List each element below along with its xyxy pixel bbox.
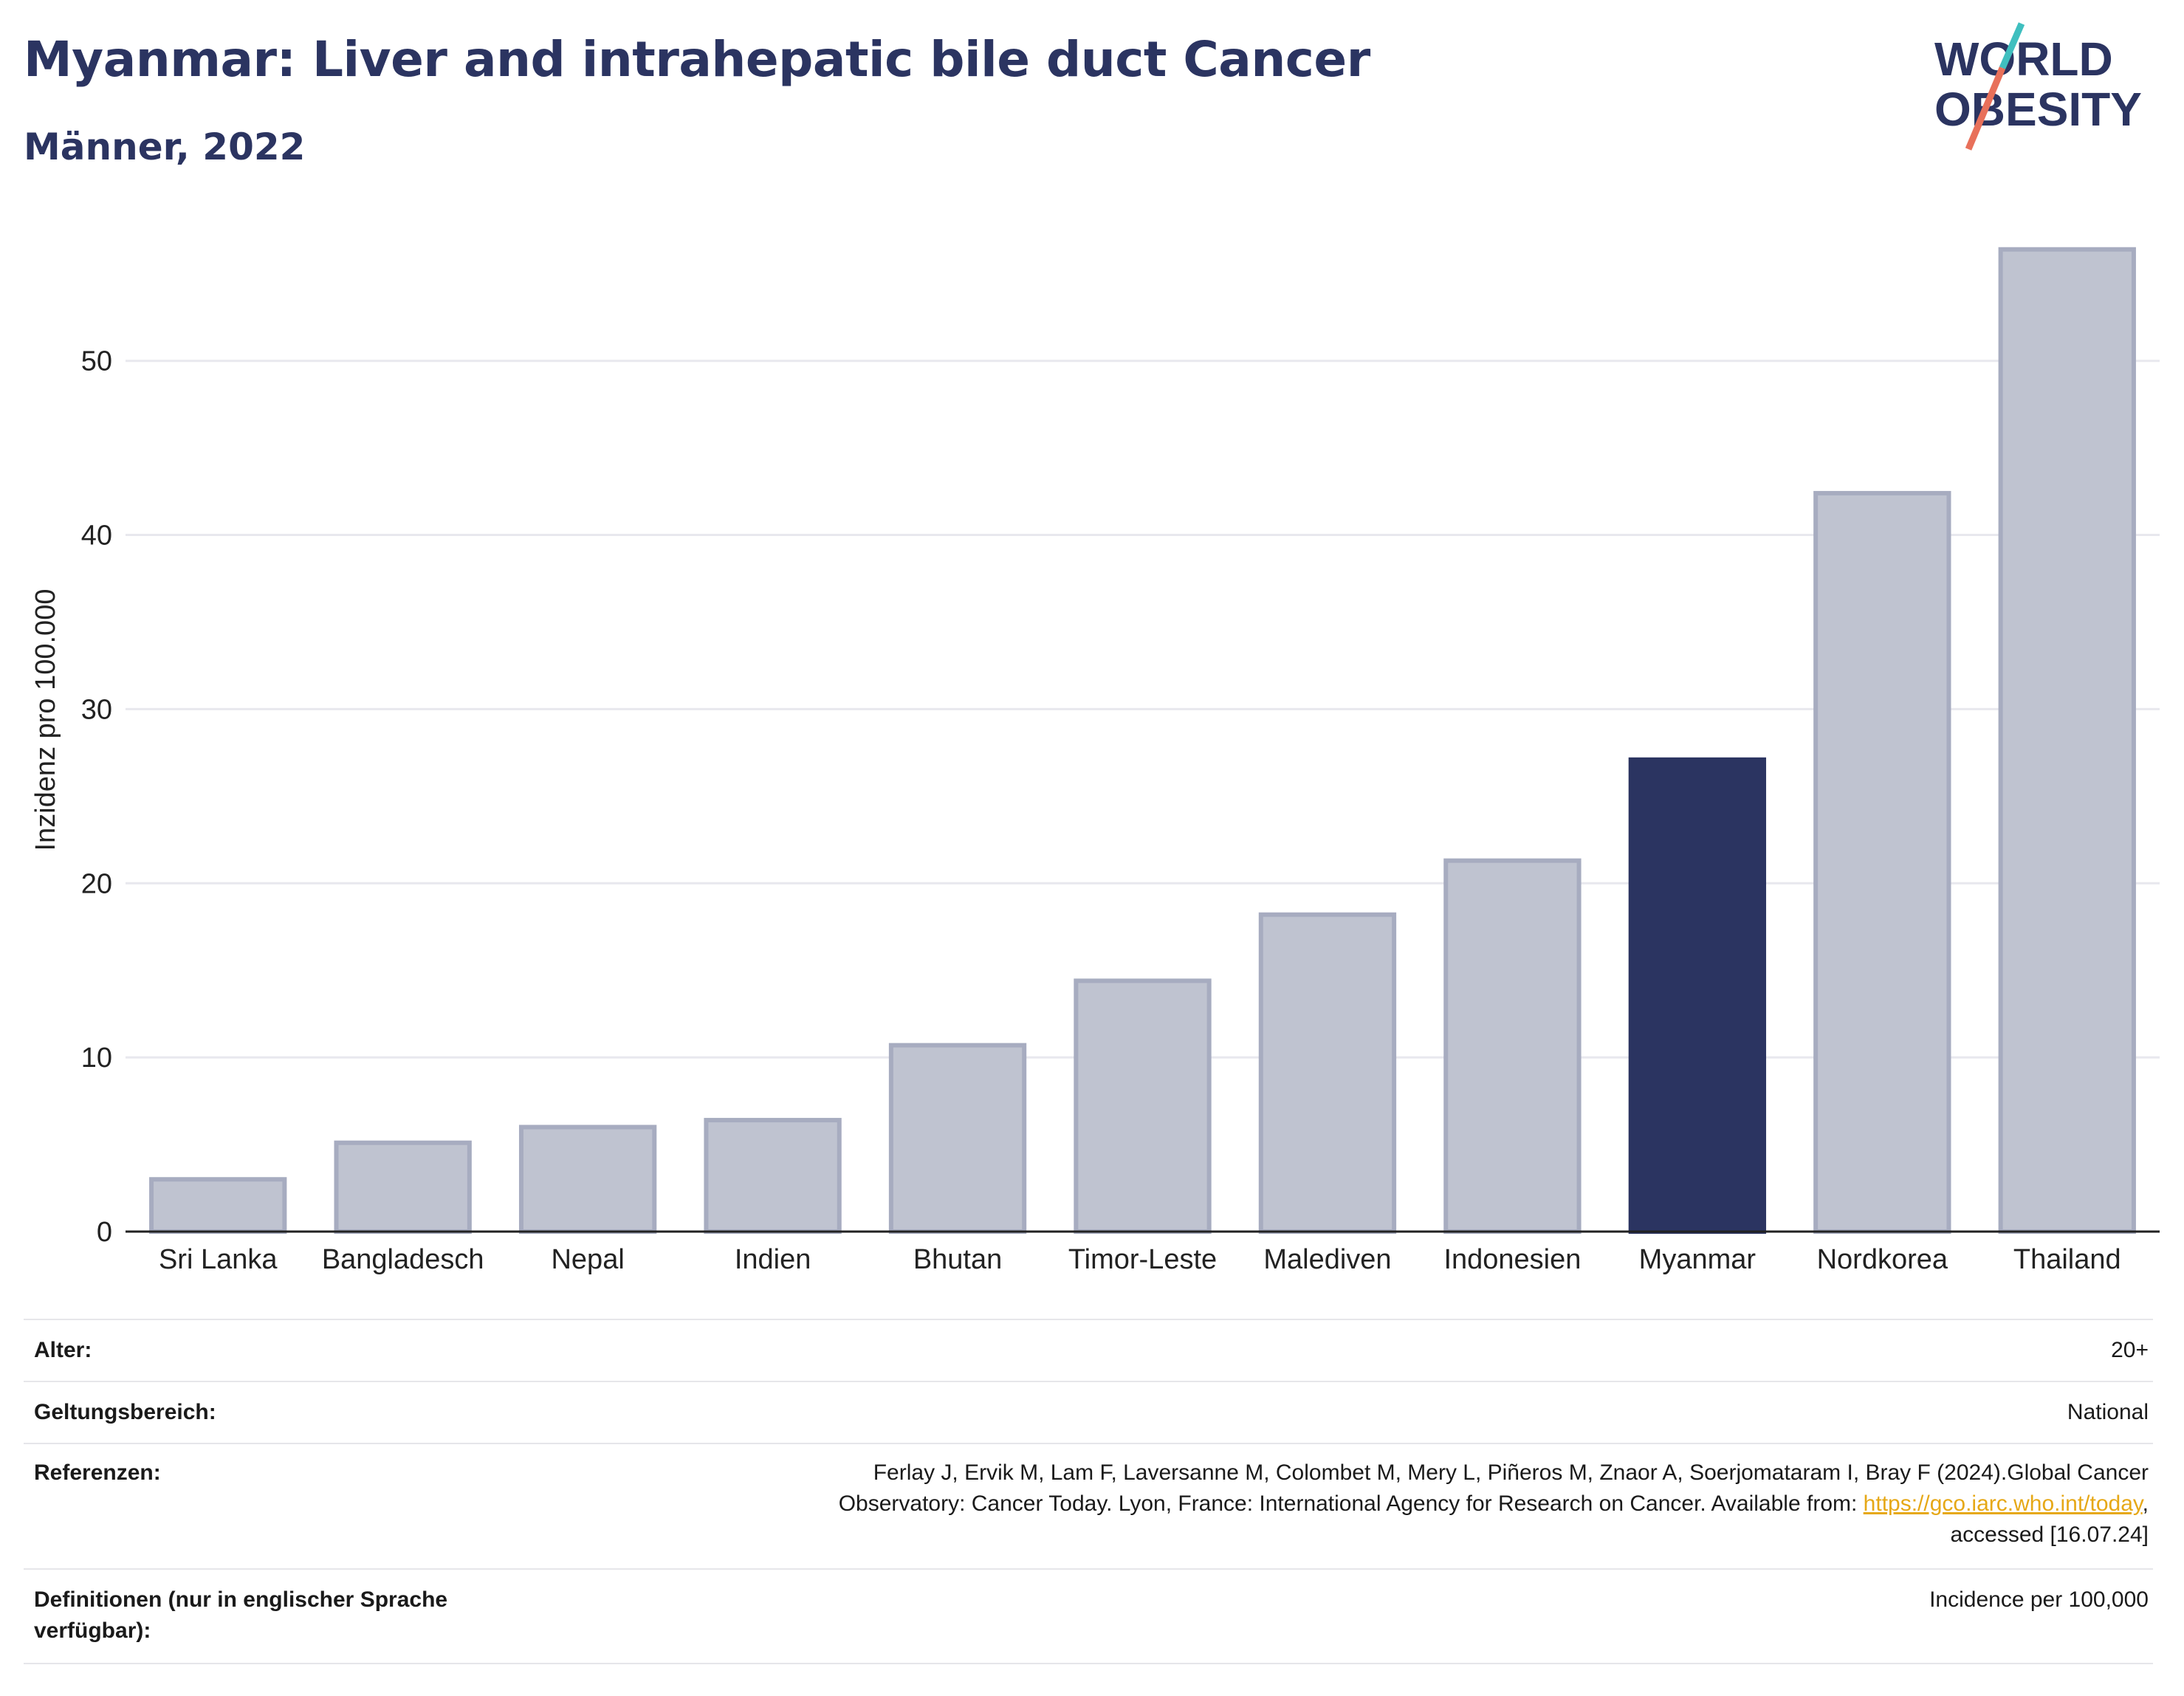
reference-link[interactable]: https://gco.iarc.who.int/today [1863, 1491, 2143, 1516]
y-tick-label: 20 [81, 868, 112, 899]
x-tick-label: Indonesien [1443, 1244, 1581, 1275]
y-tick-label: 0 [97, 1217, 112, 1248]
bar-timor-leste [1074, 978, 1212, 1235]
x-tick-label: Indien [735, 1244, 811, 1275]
meta-row-geltungsbereich: Geltungsbereich: National [24, 1382, 2153, 1444]
meta-key-definitionen: Definitionen (nur in englischer Sprache … [34, 1587, 448, 1643]
y-tick-label: 40 [81, 521, 112, 552]
x-tick-label: Sri Lanka [159, 1244, 278, 1275]
meta-value-alter: 20+ [2111, 1338, 2149, 1362]
world-obesity-logo: WORLD OBESITY [1934, 22, 2142, 151]
bar-nepal [518, 1125, 657, 1235]
meta-value-definitionen: Incidence per 100,000 [1929, 1587, 2149, 1612]
meta-value-geltungsbereich: National [2067, 1400, 2149, 1424]
bar-indien [704, 1118, 842, 1234]
x-tick-label: Timor-Leste [1068, 1244, 1217, 1275]
bar-bangladesch [334, 1140, 472, 1234]
chart-subtitle: Männer, 2022 [24, 126, 306, 168]
logo-word-world: WORLD [1934, 32, 2113, 86]
x-tick-label: Nepal [551, 1244, 624, 1275]
bar-indonesien [1443, 858, 1582, 1234]
bar-malediven [1258, 912, 1397, 1235]
x-tick-label: Myanmar [1639, 1244, 1757, 1275]
meta-row-referenzen: Referenzen: Ferlay J, Ervik M, Lam F, La… [24, 1444, 2153, 1570]
meta-value-referenzen: Ferlay J, Ervik M, Lam F, Laversanne M, … [524, 1458, 2149, 1551]
bar-bhutan [888, 1043, 1027, 1234]
logo-word-obesity: OBESITY [1934, 83, 2142, 136]
meta-key-referenzen: Referenzen: [34, 1460, 161, 1485]
meta-key-geltungsbereich: Geltungsbereich: [34, 1400, 216, 1424]
logo-slash-top [1999, 22, 2025, 69]
bar-chart: 0 10 20 30 40 50 Sri Lanka Bangladesch Nepal Indi… [30, 247, 2160, 1275]
x-tick-label: Bangladesch [322, 1244, 484, 1275]
chart-title: Myanmar: Liver and intrahepatic bile duc… [24, 31, 1370, 88]
bar-myanmar [1628, 757, 1767, 1235]
meta-key-alter: Alter: [34, 1338, 92, 1362]
axes: 0 10 20 30 40 50 Sri Lanka Bangladesch Nepal Indi… [81, 346, 2160, 1275]
meta-row-alter: Alter: 20+ [24, 1320, 2153, 1382]
bar-sri-lanka [149, 1177, 287, 1234]
y-axis-label: Inzidenz pro 100.000 [30, 589, 61, 851]
logo-slash-bottom [1965, 66, 2006, 151]
y-tick-label: 10 [81, 1043, 112, 1074]
reference-line-2-text: Observatory: Cancer Today. Lyon, France:… [838, 1491, 1864, 1516]
reference-line-1: Ferlay J, Ervik M, Lam F, Laversanne M, … [873, 1460, 2149, 1485]
x-tick-label: Bhutan [913, 1244, 1002, 1275]
reference-line-2: Observatory: Cancer Today. Lyon, France:… [524, 1489, 2149, 1520]
bar-nordkorea [1813, 490, 1951, 1234]
reference-line-3: accessed [16.07.24] [1950, 1522, 2149, 1547]
bar-thailand [1998, 247, 2136, 1235]
metadata-table: Alter: 20+ Geltungsbereich: National Ref… [24, 1319, 2153, 1664]
reference-line-2-end: , [2142, 1491, 2149, 1516]
meta-row-definitionen: Definitionen (nur in englischer Sprache … [24, 1570, 2153, 1664]
y-tick-label: 50 [81, 346, 112, 377]
x-tick-label: Malediven [1263, 1244, 1391, 1275]
x-tick-label: Thailand [2013, 1244, 2121, 1275]
bars [149, 247, 2136, 1235]
y-tick-label: 30 [81, 694, 112, 725]
x-tick-label: Nordkorea [1817, 1244, 1948, 1275]
